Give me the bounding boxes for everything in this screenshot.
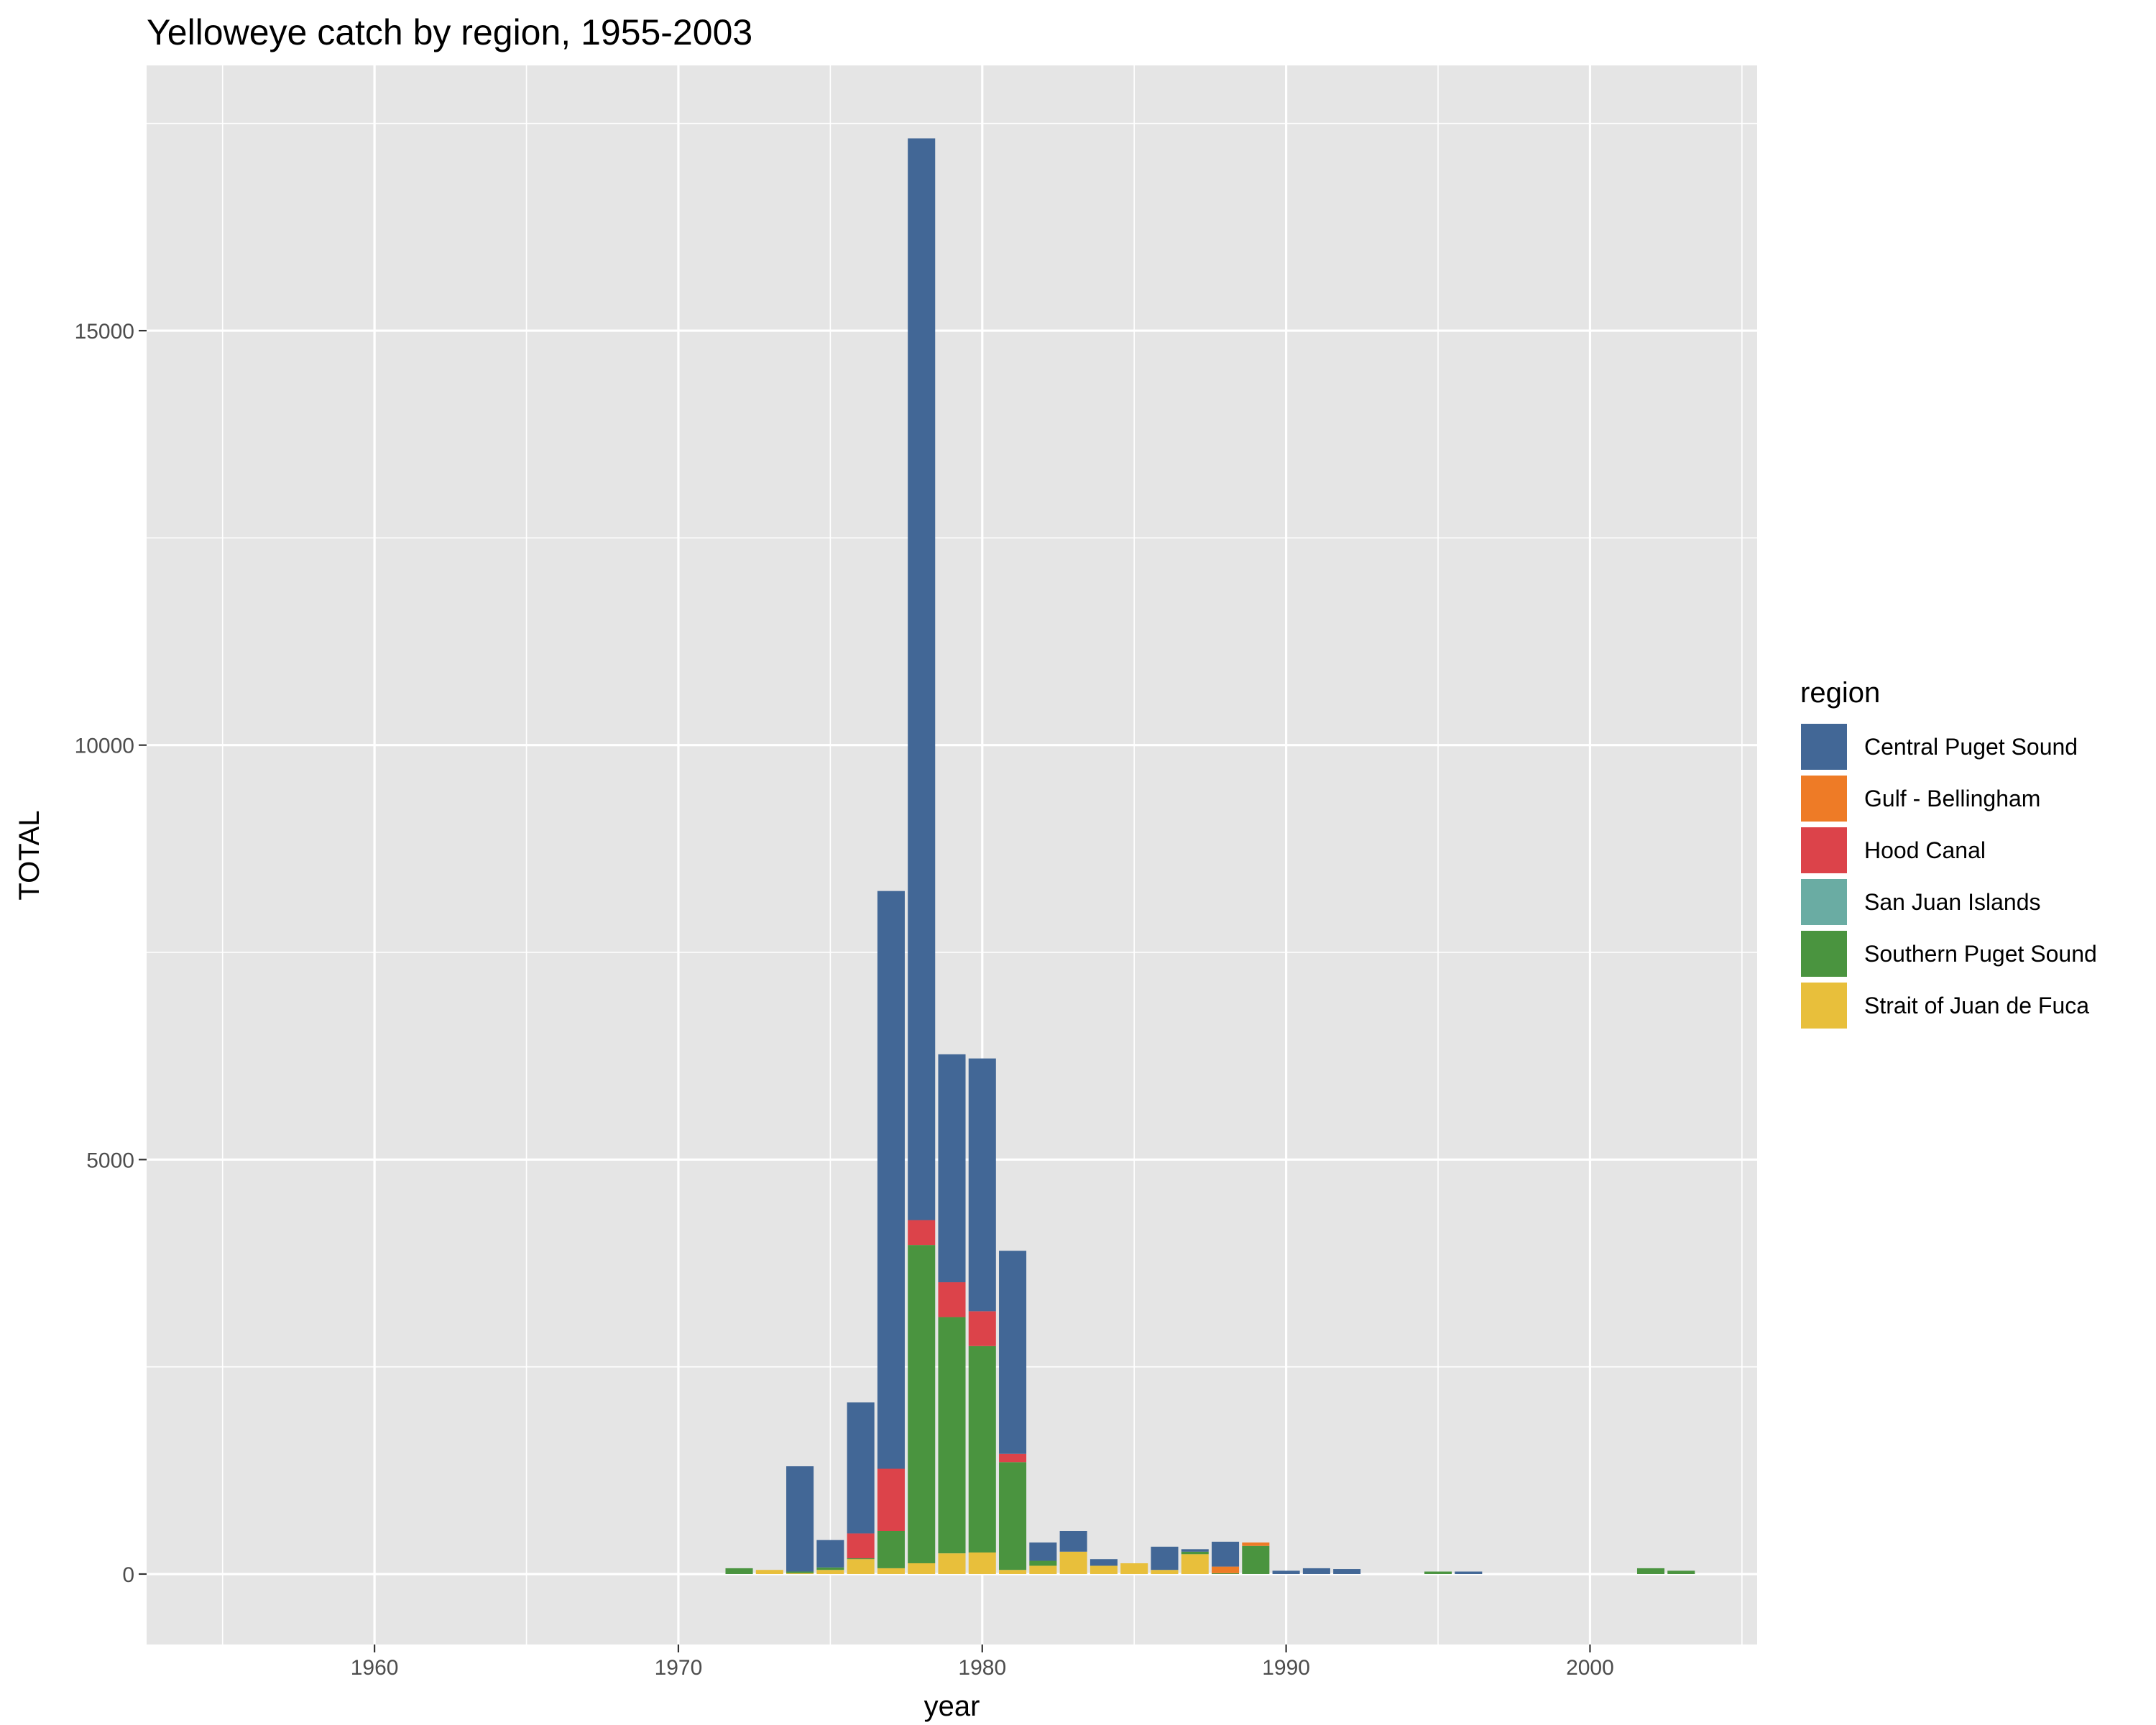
bar-southern-puget-sound-1975 xyxy=(816,1567,844,1570)
bar-hood-canal-1977 xyxy=(877,1468,905,1532)
legend: region Central Puget Sound Gulf - Belling… xyxy=(1800,677,2097,1030)
legend-swatch xyxy=(1800,774,1848,823)
legend-label: Central Puget Sound xyxy=(1864,734,2078,760)
bar-strait-of-juan-de-fuca-1978 xyxy=(908,1563,936,1574)
x-tick-label: 1960 xyxy=(351,1656,399,1680)
legend-swatch xyxy=(1800,929,1848,978)
bar-southern-puget-sound-1988 xyxy=(1212,1573,1240,1574)
bar-central-puget-sound-1979 xyxy=(938,1054,966,1283)
bar-strait-of-juan-de-fuca-1981 xyxy=(999,1570,1027,1574)
bar-central-puget-sound-1984 xyxy=(1089,1559,1118,1566)
bar-central-puget-sound-1981 xyxy=(999,1251,1027,1454)
bar-southern-puget-sound-2003 xyxy=(1667,1570,1695,1574)
bar-central-puget-sound-1986 xyxy=(1151,1546,1179,1570)
y-tick-label: 10000 xyxy=(75,735,134,758)
bar-southern-puget-sound-1977 xyxy=(877,1531,905,1568)
bar-southern-puget-sound-1980 xyxy=(968,1346,996,1552)
legend-items: Central Puget Sound Gulf - Bellingham Hood… xyxy=(1800,722,2097,1030)
x-tick-label: 1970 xyxy=(655,1656,703,1680)
bar-strait-of-juan-de-fuca-1984 xyxy=(1089,1565,1118,1574)
bar-gulf-bellingham-1989 xyxy=(1242,1542,1270,1546)
bar-southern-puget-sound-1972 xyxy=(725,1568,753,1574)
bar-southern-puget-sound-1987 xyxy=(1181,1551,1209,1555)
bar-hood-canal-1978 xyxy=(908,1220,936,1246)
bar-southern-puget-sound-1979 xyxy=(938,1317,966,1554)
bar-central-puget-sound-1996 xyxy=(1455,1571,1483,1574)
bar-central-puget-sound-1983 xyxy=(1059,1531,1087,1552)
bar-strait-of-juan-de-fuca-1973 xyxy=(755,1570,783,1574)
y-axis-title: TOTAL xyxy=(14,810,45,900)
bar-strait-of-juan-de-fuca-1977 xyxy=(877,1568,905,1574)
y-axis-tick-labels: 0 5000 10000 15000 xyxy=(75,320,134,1587)
legend-label: Gulf - Bellingham xyxy=(1864,786,2040,811)
bar-central-puget-sound-1977 xyxy=(877,891,905,1469)
bar-central-puget-sound-1982 xyxy=(1029,1542,1057,1561)
legend-label: Strait of Juan de Fuca xyxy=(1864,993,2089,1018)
bar-southern-puget-sound-1981 xyxy=(999,1462,1027,1570)
major-gridlines xyxy=(147,65,1757,1644)
bar-strait-of-juan-de-fuca-1975 xyxy=(816,1570,844,1574)
bar-central-puget-sound-1978 xyxy=(908,138,936,1220)
y-tick-label: 15000 xyxy=(75,320,134,344)
x-tick-label: 1990 xyxy=(1262,1656,1310,1680)
bar-southern-puget-sound-1995 xyxy=(1424,1571,1452,1574)
bar-gulf-bellingham-1988 xyxy=(1212,1566,1240,1573)
legend-swatch xyxy=(1800,722,1848,771)
bar-hood-canal-1980 xyxy=(968,1311,996,1346)
bar-strait-of-juan-de-fuca-1979 xyxy=(938,1553,966,1574)
bar-hood-canal-1976 xyxy=(847,1533,875,1559)
x-tick-label: 1980 xyxy=(958,1656,1006,1680)
bar-central-puget-sound-1975 xyxy=(816,1540,844,1568)
y-tick-label: 0 xyxy=(122,1563,134,1587)
bar-central-puget-sound-1990 xyxy=(1272,1570,1300,1574)
bar-central-puget-sound-1988 xyxy=(1212,1541,1240,1567)
legend-label: Southern Puget Sound xyxy=(1864,941,2097,967)
chart-title: Yelloweye catch by region, 1955-2003 xyxy=(147,12,752,52)
bar-southern-puget-sound-1978 xyxy=(908,1245,936,1563)
legend-swatch xyxy=(1800,826,1848,875)
bar-strait-of-juan-de-fuca-1983 xyxy=(1059,1551,1087,1574)
bar-strait-of-juan-de-fuca-1974 xyxy=(786,1573,814,1574)
legend-swatch xyxy=(1800,878,1848,926)
bar-central-puget-sound-1987 xyxy=(1181,1549,1209,1552)
x-axis-tick-labels: 1960 1970 1980 1990 2000 xyxy=(351,1656,1614,1680)
bar-strait-of-juan-de-fuca-1985 xyxy=(1120,1563,1148,1574)
bar-central-puget-sound-1974 xyxy=(786,1466,814,1572)
legend-label: Hood Canal xyxy=(1864,837,1986,863)
legend-title: region xyxy=(1800,677,1880,709)
bar-southern-puget-sound-1976 xyxy=(847,1558,875,1560)
bar-central-puget-sound-1992 xyxy=(1333,1569,1361,1574)
x-axis-title: year xyxy=(924,1690,980,1722)
bar-hood-canal-1979 xyxy=(938,1282,966,1317)
bar-strait-of-juan-de-fuca-1982 xyxy=(1029,1565,1057,1574)
minor-gridlines xyxy=(147,65,1757,1644)
bars xyxy=(725,138,1695,1574)
legend-label: San Juan Islands xyxy=(1864,889,2041,915)
legend-swatch xyxy=(1800,981,1848,1030)
y-tick-label: 5000 xyxy=(86,1149,134,1172)
bar-central-puget-sound-1980 xyxy=(968,1058,996,1312)
bar-southern-puget-sound-1982 xyxy=(1029,1560,1057,1566)
bar-southern-puget-sound-1989 xyxy=(1242,1545,1270,1574)
bar-strait-of-juan-de-fuca-1976 xyxy=(847,1559,875,1574)
bar-strait-of-juan-de-fuca-1980 xyxy=(968,1552,996,1574)
bar-southern-puget-sound-2002 xyxy=(1636,1568,1665,1574)
bar-central-puget-sound-1976 xyxy=(847,1402,875,1534)
bar-hood-canal-1981 xyxy=(999,1453,1027,1463)
x-tick-label: 2000 xyxy=(1566,1656,1614,1680)
bar-strait-of-juan-de-fuca-1986 xyxy=(1151,1570,1179,1574)
axis-ticks xyxy=(139,329,1591,1652)
bar-strait-of-juan-de-fuca-1987 xyxy=(1181,1554,1209,1574)
bar-central-puget-sound-1991 xyxy=(1302,1568,1330,1574)
bar-southern-puget-sound-1974 xyxy=(786,1571,814,1573)
